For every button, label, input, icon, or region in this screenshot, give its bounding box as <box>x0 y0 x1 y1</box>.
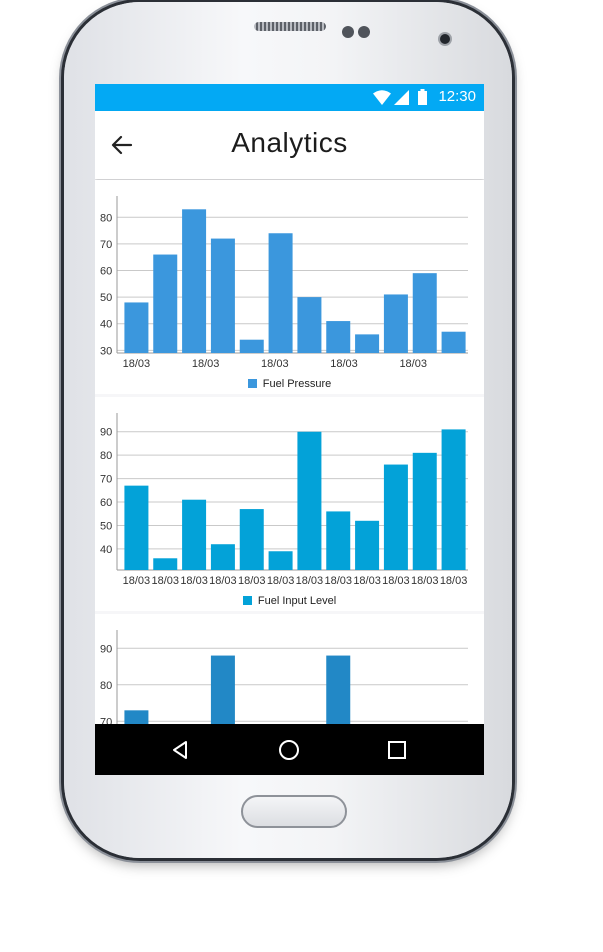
bar <box>412 452 437 570</box>
proximity-sensor <box>342 26 354 38</box>
bar <box>124 302 149 353</box>
bar <box>441 429 466 570</box>
light-sensor <box>358 26 370 38</box>
bar <box>239 339 264 353</box>
bar <box>326 511 351 570</box>
page-title: Analytics <box>231 127 348 158</box>
x-tick-label: 18/03 <box>238 575 266 587</box>
legend-label: Fuel Input Level <box>257 595 337 607</box>
y-tick-label: 60 <box>100 266 112 278</box>
chart-legend: Fuel Pressure <box>95 377 484 391</box>
x-tick-label: 18/03 <box>296 575 324 587</box>
x-tick-label: 18/03 <box>440 575 468 587</box>
y-tick-label: 80 <box>100 450 112 462</box>
y-tick-label: 30 <box>100 345 112 357</box>
bar <box>153 558 178 570</box>
bar <box>326 321 351 353</box>
y-tick-label: 70 <box>100 474 112 486</box>
bar <box>383 294 408 353</box>
x-tick-label: 18/03 <box>411 575 439 587</box>
bar <box>441 331 466 353</box>
y-tick-label: 90 <box>100 427 112 439</box>
x-tick-label: 18/03 <box>267 575 295 587</box>
y-tick-label: 80 <box>100 680 112 692</box>
y-tick-label: 50 <box>100 520 112 532</box>
wifi-icon <box>373 90 391 105</box>
y-tick-label: 40 <box>100 319 112 331</box>
x-tick-label: 18/03 <box>324 575 352 587</box>
navigation-bar <box>95 724 484 775</box>
bar <box>355 520 380 570</box>
y-tick-label: 90 <box>100 643 112 655</box>
back-arrow-icon[interactable] <box>107 130 137 160</box>
x-tick-label: 18/03 <box>123 575 151 587</box>
legend-label: Fuel Pressure <box>262 378 332 390</box>
x-tick-label: 18/03 <box>180 575 208 587</box>
bar <box>355 334 380 353</box>
screen: 12:30 Analytics 30 40 50 60 70 80 18/03 18/03 18… <box>95 84 484 775</box>
chart-card-fuel-input-level: 40 50 60 70 80 90 18/03 18/03 18/03 18/03 18/03 18/… <box>95 397 484 611</box>
fuel-pressure-chart: 30 40 50 60 70 80 18/03 18/03 18/03 18/03 18/03 <box>100 196 468 370</box>
status-time: 12:30 <box>438 88 476 105</box>
x-tick-label: 18/03 <box>123 358 151 370</box>
bar <box>182 209 207 353</box>
bar <box>153 254 178 353</box>
bar <box>182 499 207 570</box>
nav-recents-icon[interactable] <box>385 738 409 762</box>
bar <box>124 485 149 570</box>
speaker-grille <box>254 22 326 31</box>
x-tick-label: 18/03 <box>382 575 410 587</box>
battery-icon <box>418 89 427 105</box>
legend-swatch <box>242 596 252 605</box>
y-tick-label: 80 <box>100 212 112 224</box>
bar <box>239 509 264 570</box>
x-tick-label: 18/03 <box>261 358 289 370</box>
bar <box>297 297 322 353</box>
status-bar: 12:30 <box>95 84 484 111</box>
signal-icon <box>394 90 409 105</box>
home-hardware-button[interactable] <box>241 795 347 828</box>
x-tick-label: 18/03 <box>151 575 179 587</box>
bar <box>383 464 408 570</box>
bar <box>268 551 293 570</box>
app-bar: Analytics <box>95 111 484 179</box>
nav-back-icon[interactable] <box>168 738 192 762</box>
bar <box>297 431 322 570</box>
bar <box>210 544 235 570</box>
x-tick-label: 18/03 <box>209 575 237 587</box>
x-tick-label: 18/03 <box>399 358 427 370</box>
x-tick-label: 18/03 <box>353 575 381 587</box>
chart-legend: Fuel Input Level <box>95 594 484 608</box>
nav-home-icon[interactable] <box>277 738 301 762</box>
y-tick-label: 70 <box>100 239 112 251</box>
bar <box>210 238 235 353</box>
x-tick-label: 18/03 <box>192 358 220 370</box>
bar <box>412 273 437 353</box>
chart-card-fuel-pressure: 30 40 50 60 70 80 18/03 18/03 18/03 18/03 18/03 Fu… <box>95 180 484 394</box>
y-tick-label: 50 <box>100 292 112 304</box>
legend-swatch <box>247 379 257 388</box>
x-tick-label: 18/03 <box>330 358 358 370</box>
y-tick-label: 60 <box>100 497 112 509</box>
bar <box>268 233 293 353</box>
front-camera <box>440 34 450 44</box>
y-tick-label: 40 <box>100 544 112 556</box>
